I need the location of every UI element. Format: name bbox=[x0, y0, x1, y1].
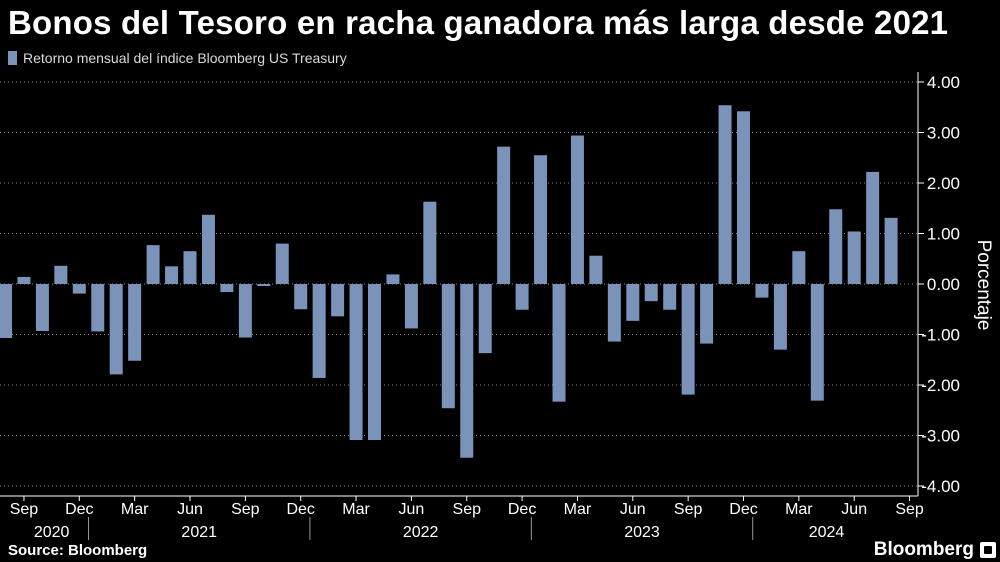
bloomberg-icon bbox=[980, 542, 996, 558]
legend-label: Retorno mensual del índice Bloomberg US … bbox=[23, 50, 347, 66]
x-month-label: Jun bbox=[177, 501, 203, 518]
bar bbox=[847, 231, 861, 284]
bar bbox=[109, 284, 123, 375]
bar bbox=[478, 284, 492, 354]
bar bbox=[866, 171, 880, 284]
x-month-label: Mar bbox=[121, 501, 149, 518]
bar bbox=[201, 214, 215, 284]
bar bbox=[700, 284, 714, 344]
bar bbox=[183, 251, 197, 284]
y-axis-label: Porcentaje bbox=[973, 240, 994, 331]
x-month-label: Jun bbox=[841, 501, 867, 518]
x-year-label: 2024 bbox=[809, 524, 845, 541]
x-month-label: Sep bbox=[231, 501, 260, 518]
bar bbox=[54, 265, 68, 284]
bar bbox=[737, 111, 750, 284]
x-month-label: Sep bbox=[674, 501, 703, 518]
bar bbox=[755, 284, 769, 298]
bar bbox=[810, 284, 824, 401]
legend-swatch bbox=[8, 51, 17, 65]
bar bbox=[718, 105, 732, 284]
x-year-label: 2020 bbox=[34, 524, 70, 541]
bar bbox=[294, 284, 308, 310]
bar bbox=[72, 284, 86, 294]
x-month-label: Dec bbox=[286, 501, 314, 518]
x-month-label: Jun bbox=[399, 501, 425, 518]
bar bbox=[441, 284, 455, 409]
bar bbox=[17, 276, 31, 284]
bar bbox=[663, 284, 677, 310]
bar bbox=[829, 209, 843, 284]
bar bbox=[331, 284, 345, 317]
bar bbox=[773, 284, 787, 350]
bar bbox=[497, 146, 511, 284]
y-tick-label: 0.00 bbox=[927, 275, 960, 294]
y-tick-label: -2.00 bbox=[921, 376, 960, 395]
x-month-label: Sep bbox=[10, 501, 39, 518]
bar bbox=[35, 284, 49, 331]
y-tick-label: 2.00 bbox=[927, 174, 960, 193]
bar bbox=[589, 255, 603, 284]
x-year-label: 2021 bbox=[181, 524, 217, 541]
y-tick-label: 1.00 bbox=[927, 225, 960, 244]
x-month-label: Sep bbox=[453, 501, 482, 518]
x-month-label: Jun bbox=[620, 501, 646, 518]
bar bbox=[515, 284, 529, 310]
bar bbox=[312, 284, 326, 378]
brand-logo: Bloomberg bbox=[873, 539, 974, 560]
bar bbox=[423, 201, 437, 284]
bar bbox=[275, 243, 289, 284]
y-tick-label: 4.00 bbox=[927, 73, 960, 92]
y-tick-label: -1.00 bbox=[921, 326, 960, 345]
x-month-label: Sep bbox=[895, 501, 924, 518]
legend: Retorno mensual del índice Bloomberg US … bbox=[8, 50, 347, 66]
x-month-label: Dec bbox=[729, 501, 757, 518]
bar bbox=[626, 284, 640, 321]
bar bbox=[165, 266, 179, 284]
bar bbox=[257, 284, 271, 287]
bar bbox=[884, 217, 898, 284]
x-year-label: 2022 bbox=[403, 524, 439, 541]
bar bbox=[534, 155, 548, 284]
bar bbox=[368, 284, 381, 441]
bar bbox=[220, 284, 234, 293]
x-month-label: Mar bbox=[342, 501, 370, 518]
bar bbox=[570, 135, 584, 284]
y-tick-label: -3.00 bbox=[921, 427, 960, 446]
bar bbox=[128, 284, 142, 361]
bar bbox=[146, 245, 160, 284]
x-month-label: Dec bbox=[65, 501, 93, 518]
chart-title: Bonos del Tesoro en racha ganadora más l… bbox=[8, 4, 949, 41]
bar bbox=[386, 274, 400, 284]
x-year-label: 2023 bbox=[624, 524, 660, 541]
bar bbox=[552, 284, 566, 402]
bar bbox=[91, 284, 105, 332]
bar bbox=[460, 284, 474, 458]
bar bbox=[792, 251, 806, 284]
y-tick-label: 3.00 bbox=[927, 124, 960, 143]
bar bbox=[404, 284, 418, 329]
x-month-label: Mar bbox=[785, 501, 813, 518]
bar bbox=[238, 284, 252, 338]
y-tick-label: -4.00 bbox=[921, 477, 960, 496]
bar bbox=[681, 284, 695, 395]
bar bbox=[644, 284, 658, 302]
source-label: Source: Bloomberg bbox=[8, 542, 148, 559]
bar bbox=[0, 284, 12, 339]
x-month-label: Mar bbox=[564, 501, 592, 518]
bar bbox=[607, 284, 621, 342]
bar bbox=[349, 284, 363, 441]
x-month-label: Dec bbox=[508, 501, 536, 518]
